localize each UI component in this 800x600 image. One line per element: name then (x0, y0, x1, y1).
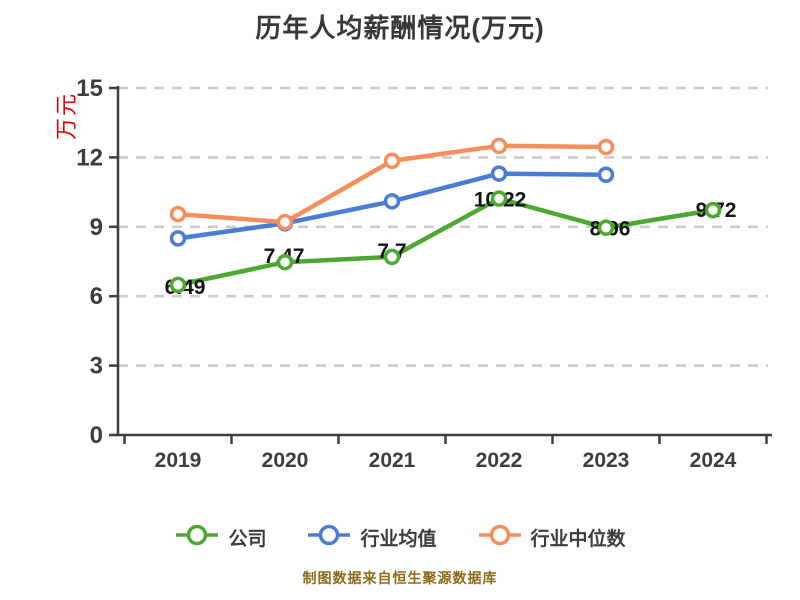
chart-legend: 公司 行业均值 行业中位数 (0, 518, 800, 556)
y-tick-label: 12 (76, 144, 103, 171)
industry-mean-line-marker-icon (306, 522, 352, 553)
y-tick-label: 9 (90, 214, 103, 241)
data-point-series-0 (276, 253, 294, 271)
company-line-marker-icon (174, 522, 220, 553)
data-point-series-1 (383, 193, 401, 210)
x-tick-label: 2019 (155, 449, 202, 472)
x-tick-label: 2021 (369, 449, 416, 472)
data-point-series-0 (169, 276, 187, 294)
chart-title: 历年人均薪酬情况(万元) (255, 13, 545, 43)
legend-item-industry-mean[interactable]: 行业均值 (306, 522, 437, 553)
y-tick-label: 15 (76, 75, 103, 102)
data-point-series-2 (169, 205, 187, 223)
y-tick-label: 0 (90, 422, 103, 449)
legend-item-company[interactable]: 公司 (174, 522, 266, 553)
x-tick-label: 2020 (262, 449, 309, 472)
legend-label-industry-median: 行业中位数 (530, 528, 626, 550)
data-point-series-1 (169, 230, 187, 247)
data-source-note: 制图数据来自恒生聚源数据库 (302, 570, 498, 586)
series-line-0 (175, 196, 716, 288)
legend-label-company: 公司 (228, 528, 267, 550)
data-point-series-0 (490, 190, 508, 207)
data-point-series-2 (276, 213, 294, 231)
data-point-series-2 (490, 137, 508, 155)
y-tick-label: 3 (90, 353, 103, 380)
x-tick-label: 2023 (583, 449, 630, 472)
legend-item-industry-median[interactable]: 行业中位数 (477, 522, 626, 553)
x-tick-label: 2024 (690, 449, 737, 472)
data-point-series-0 (597, 219, 615, 236)
data-point-series-2 (597, 138, 615, 156)
x-tick-label: 2022 (476, 449, 523, 472)
industry-median-line-marker-icon (477, 522, 523, 553)
data-point-series-2 (383, 152, 401, 170)
legend-label-industry-mean: 行业均值 (360, 528, 437, 550)
data-point-series-0 (383, 248, 401, 266)
data-point-series-1 (597, 166, 615, 183)
y-tick-label: 6 (90, 283, 103, 310)
data-point-series-1 (490, 165, 508, 182)
data-point-series-0 (704, 201, 722, 219)
